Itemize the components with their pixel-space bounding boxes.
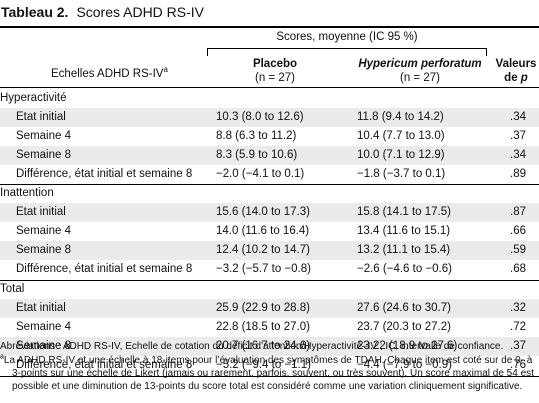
row-label: Etat initial (16, 206, 66, 219)
pvalue-cell: .37 (510, 130, 526, 143)
group-bracket-right (486, 48, 487, 56)
hypericum-cell: −4.4 (−7.9 to −0.9) (357, 358, 452, 371)
section-rule (0, 184, 539, 186)
header-rule (0, 87, 539, 88)
column-header-hypericum-n: (n = 27) (400, 72, 440, 84)
column-header-pvalue-p: p (520, 72, 528, 84)
row-label: Différence, état initial et semaine 8 (16, 168, 193, 181)
hypericum-cell: 11.8 (9.4 to 14.2) (357, 111, 444, 124)
table-row: Semaine 4 14.0 (11.6 to 16.4) 13.4 (11.6 t… (0, 222, 539, 241)
table-row: Semaine 4 8.8 (6.3 to 11.2) 10.4 (7.7 to 1… (0, 127, 539, 146)
column-header-scale-text: Echelles ADHD RS-IV (51, 68, 164, 80)
row-label: Semaine 4 (16, 225, 71, 238)
table-section-row: Total (0, 280, 539, 299)
section-label: Total (0, 282, 25, 295)
pvalue-cell: .87 (510, 206, 526, 219)
pvalue-cell: .68 (510, 263, 526, 276)
pvalue-cell: .72 (510, 320, 526, 333)
placebo-cell: 8.3 (5.9 to 10.6) (216, 149, 298, 162)
placebo-cell: 25.9 (22.9 to 28.8) (216, 301, 310, 314)
footnote-a: aLa ADHD RS-IV et une échelle à 18-items… (0, 354, 539, 393)
table-row: Etat initial 15.6 (14.0 to 17.3) 15.8 (14.… (0, 203, 539, 223)
placebo-cell: 14.0 (11.6 to 16.4) (216, 225, 310, 238)
column-header-pvalue-prefix: de (504, 72, 518, 84)
table-section-row: Inattention (0, 184, 539, 203)
column-header-pvalue-line1: Valeurs (495, 58, 537, 70)
group-underline (207, 48, 487, 49)
column-header-pvalue: Valeurs de p (495, 57, 537, 85)
pvalue-cell: .32 (510, 301, 526, 314)
placebo-cell: −2.0 (−4.1 to 0.1) (216, 168, 305, 181)
table-row: Différence, état initial et semaine 8 −3.… (0, 260, 539, 279)
hypericum-cell: 15.8 (14.1 to 17.5) (357, 206, 451, 219)
section-label: Inattention (0, 187, 54, 200)
column-header-scale: Echelles ADHD RS-IVa (51, 65, 168, 81)
table-number: Tableau 2. (1, 4, 69, 20)
row-label: Semaine 8 (16, 149, 71, 162)
column-header-placebo-title: Placebo (252, 58, 298, 70)
row-label: Semaine 4 (16, 320, 71, 333)
hypericum-cell: 23.22 (18.9 to 27.6) (357, 339, 458, 352)
table-row: Différence, état initial et semaine 8 −5.… (0, 356, 539, 375)
footnote-marker-a: a (163, 65, 168, 75)
hypericum-cell: 23.7 (20.3 to 27.2) (357, 320, 451, 333)
table-caption: Scores ADHD RS-IV (76, 4, 205, 20)
table-row: Semaine 8 12.4 (10.2 to 14.7) 13.2 (11.1 t… (0, 241, 539, 261)
section-label: Hyperactivité (0, 92, 67, 104)
row-label: Etat initial (16, 111, 66, 124)
placebo-cell: 20.7 (16.7 to 24.6) (216, 339, 310, 352)
column-header-hypericum-title: Hypericum perforatum (358, 58, 482, 70)
placebo-cell: 15.6 (14.0 to 17.3) (216, 206, 310, 219)
table-title: Tableau 2. Scores ADHD RS-IV (0, 0, 539, 28)
placebo-cell: 8.8 (6.3 to 11.2) (216, 130, 297, 143)
pvalue-cell: .89 (510, 168, 526, 181)
hypericum-cell: 10.4 (7.7 to 13.0) (357, 130, 445, 143)
row-label: Etat initial (16, 301, 66, 314)
pvalue-cell: .37 (510, 339, 526, 352)
table-section-row: Hyperactivité (0, 89, 539, 108)
pvalue-cell: .34 (510, 149, 526, 162)
footnote-a-line2: 3-points sur une échelle de Likert (jama… (12, 368, 534, 379)
row-label: Semaine 8 (16, 339, 71, 352)
table-row: Différence, état initial et semaine 8 −2.… (0, 165, 539, 184)
hypericum-cell: 13.2 (11.1 to 15.4) (357, 244, 451, 257)
placebo-cell: −3.2 (−5.7 to −0.8) (216, 263, 311, 276)
table-row: Semaine 8 20.7 (16.7 to 24.6) 23.22 (18.9 … (0, 336, 539, 356)
placebo-cell: 12.4 (10.2 to 14.7) (216, 244, 310, 257)
footnote-abbreviations: Abréviations : ADHD RS-IV, Echelle de co… (0, 341, 504, 352)
hypericum-cell: 13.4 (11.6 to 15.1) (357, 225, 451, 238)
placebo-cell: 22.8 (18.5 to 27.0) (216, 320, 310, 333)
hypericum-cell: 10.0 (7.1 to 12.9) (357, 149, 445, 162)
group-bracket-left (207, 48, 208, 56)
pvalue-cell: .59 (510, 244, 526, 257)
hypericum-cell: −2.6 (−4.6 to −0.6) (357, 263, 452, 276)
row-label: Semaine 4 (16, 130, 71, 143)
table-row: Etat initial 25.9 (22.9 to 28.8) 27.6 (24.… (0, 298, 539, 318)
row-label: Différence, état initial et semaine 8 (16, 358, 193, 371)
table-bottom-rule (0, 375, 539, 377)
placebo-cell: −5.2 (−9.4 to −1.1) (216, 358, 311, 371)
hypericum-cell: −1.8 (−3.7 to 0.1) (357, 168, 446, 181)
column-header-placebo-n: (n = 27) (255, 72, 295, 84)
placebo-cell: 10.3 (8.0 to 12.6) (216, 111, 304, 124)
row-label: Différence, état initial et semaine 8 (16, 263, 193, 276)
section-rule (0, 279, 539, 281)
row-label: Semaine 8 (16, 244, 71, 257)
hypericum-cell: 27.6 (24.6 to 30.7) (357, 301, 451, 314)
footnote-a-line3: possible et une diminution de 13-points … (12, 381, 523, 392)
table-row: Semaine 4 22.8 (18.5 to 27.0) 23.7 (20.3 t… (0, 318, 539, 337)
footnote-a-marker: a (0, 353, 4, 361)
column-header-hypericum: Hypericum perforatum (n = 27) (355, 57, 485, 85)
column-group-header: Scores, moyenne (IC 95 %) (276, 31, 418, 43)
pvalue-cell: .34 (510, 111, 526, 124)
table-row: Semaine 8 8.3 (5.9 to 10.6) 10.0 (7.1 to 1… (0, 146, 539, 166)
pvalue-cell: .66 (510, 225, 526, 238)
pvalue-cell: .76 (510, 358, 526, 371)
table-row: Etat initial 10.3 (8.0 to 12.6) 11.8 (9.4 … (0, 108, 539, 128)
footnote-a-line1: La ADHD RS-IV et une échelle à 18-items … (3, 355, 533, 366)
column-header-placebo: Placebo (n = 27) (220, 57, 330, 85)
